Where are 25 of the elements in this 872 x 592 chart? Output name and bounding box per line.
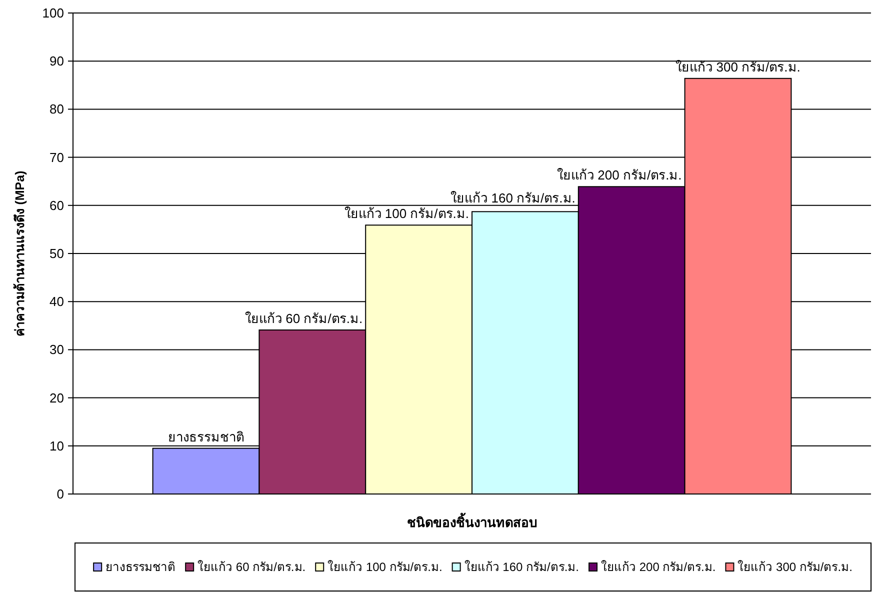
legend-label: ยางธรรมชาติ xyxy=(106,560,176,574)
y-tick-label: 10 xyxy=(50,438,64,454)
series-label: ใยแก้ว 100 กรัม/ตร.ม. xyxy=(344,206,469,222)
y-axis-title: ค่าความต้านทานแรงดึง (MPa) xyxy=(13,170,27,336)
y-tick-label: 100 xyxy=(42,6,64,20)
legend-label: ใยแก้ว 200 กรัม/ตร.ม. xyxy=(601,560,716,574)
x-axis-title: ชนิดของชิ้นงานทดสอบ xyxy=(407,515,537,530)
y-tick-label: 40 xyxy=(50,294,64,310)
series-label: ใยแก้ว 160 กรัม/ตร.ม. xyxy=(450,190,576,206)
y-tick-label: 50 xyxy=(50,246,64,261)
y-tick-label: 60 xyxy=(50,198,64,213)
legend-label: ใยแก้ว 100 กรัม/ตร.ม. xyxy=(328,560,442,574)
y-tick-label: 80 xyxy=(50,102,64,117)
y-tick-label: 30 xyxy=(50,342,64,358)
series-label: ยางธรรมชาติ xyxy=(168,429,244,444)
series-label: ใยแก้ว 200 กรัม/ตร.ม. xyxy=(557,168,682,183)
series-label: ใยแก้ว 300 กรัม/ตร.ม. xyxy=(676,59,800,74)
legend-label: ใยแก้ว 300 กรัม/ตร.ม. xyxy=(738,560,852,574)
y-tick-label: 90 xyxy=(50,54,64,69)
legend-label: ใยแก้ว 160 กรัม/ตร.ม. xyxy=(464,560,580,574)
y-tick-label: 20 xyxy=(50,390,64,406)
y-tick-label: 70 xyxy=(50,150,64,165)
y-tick-label: 0 xyxy=(56,486,64,502)
series-label: ใยแก้ว 60 กรัม/ตร.ม. xyxy=(245,310,363,326)
legend-label: ใยแก้ว 60 กรัม/ตร.ม. xyxy=(198,560,306,574)
